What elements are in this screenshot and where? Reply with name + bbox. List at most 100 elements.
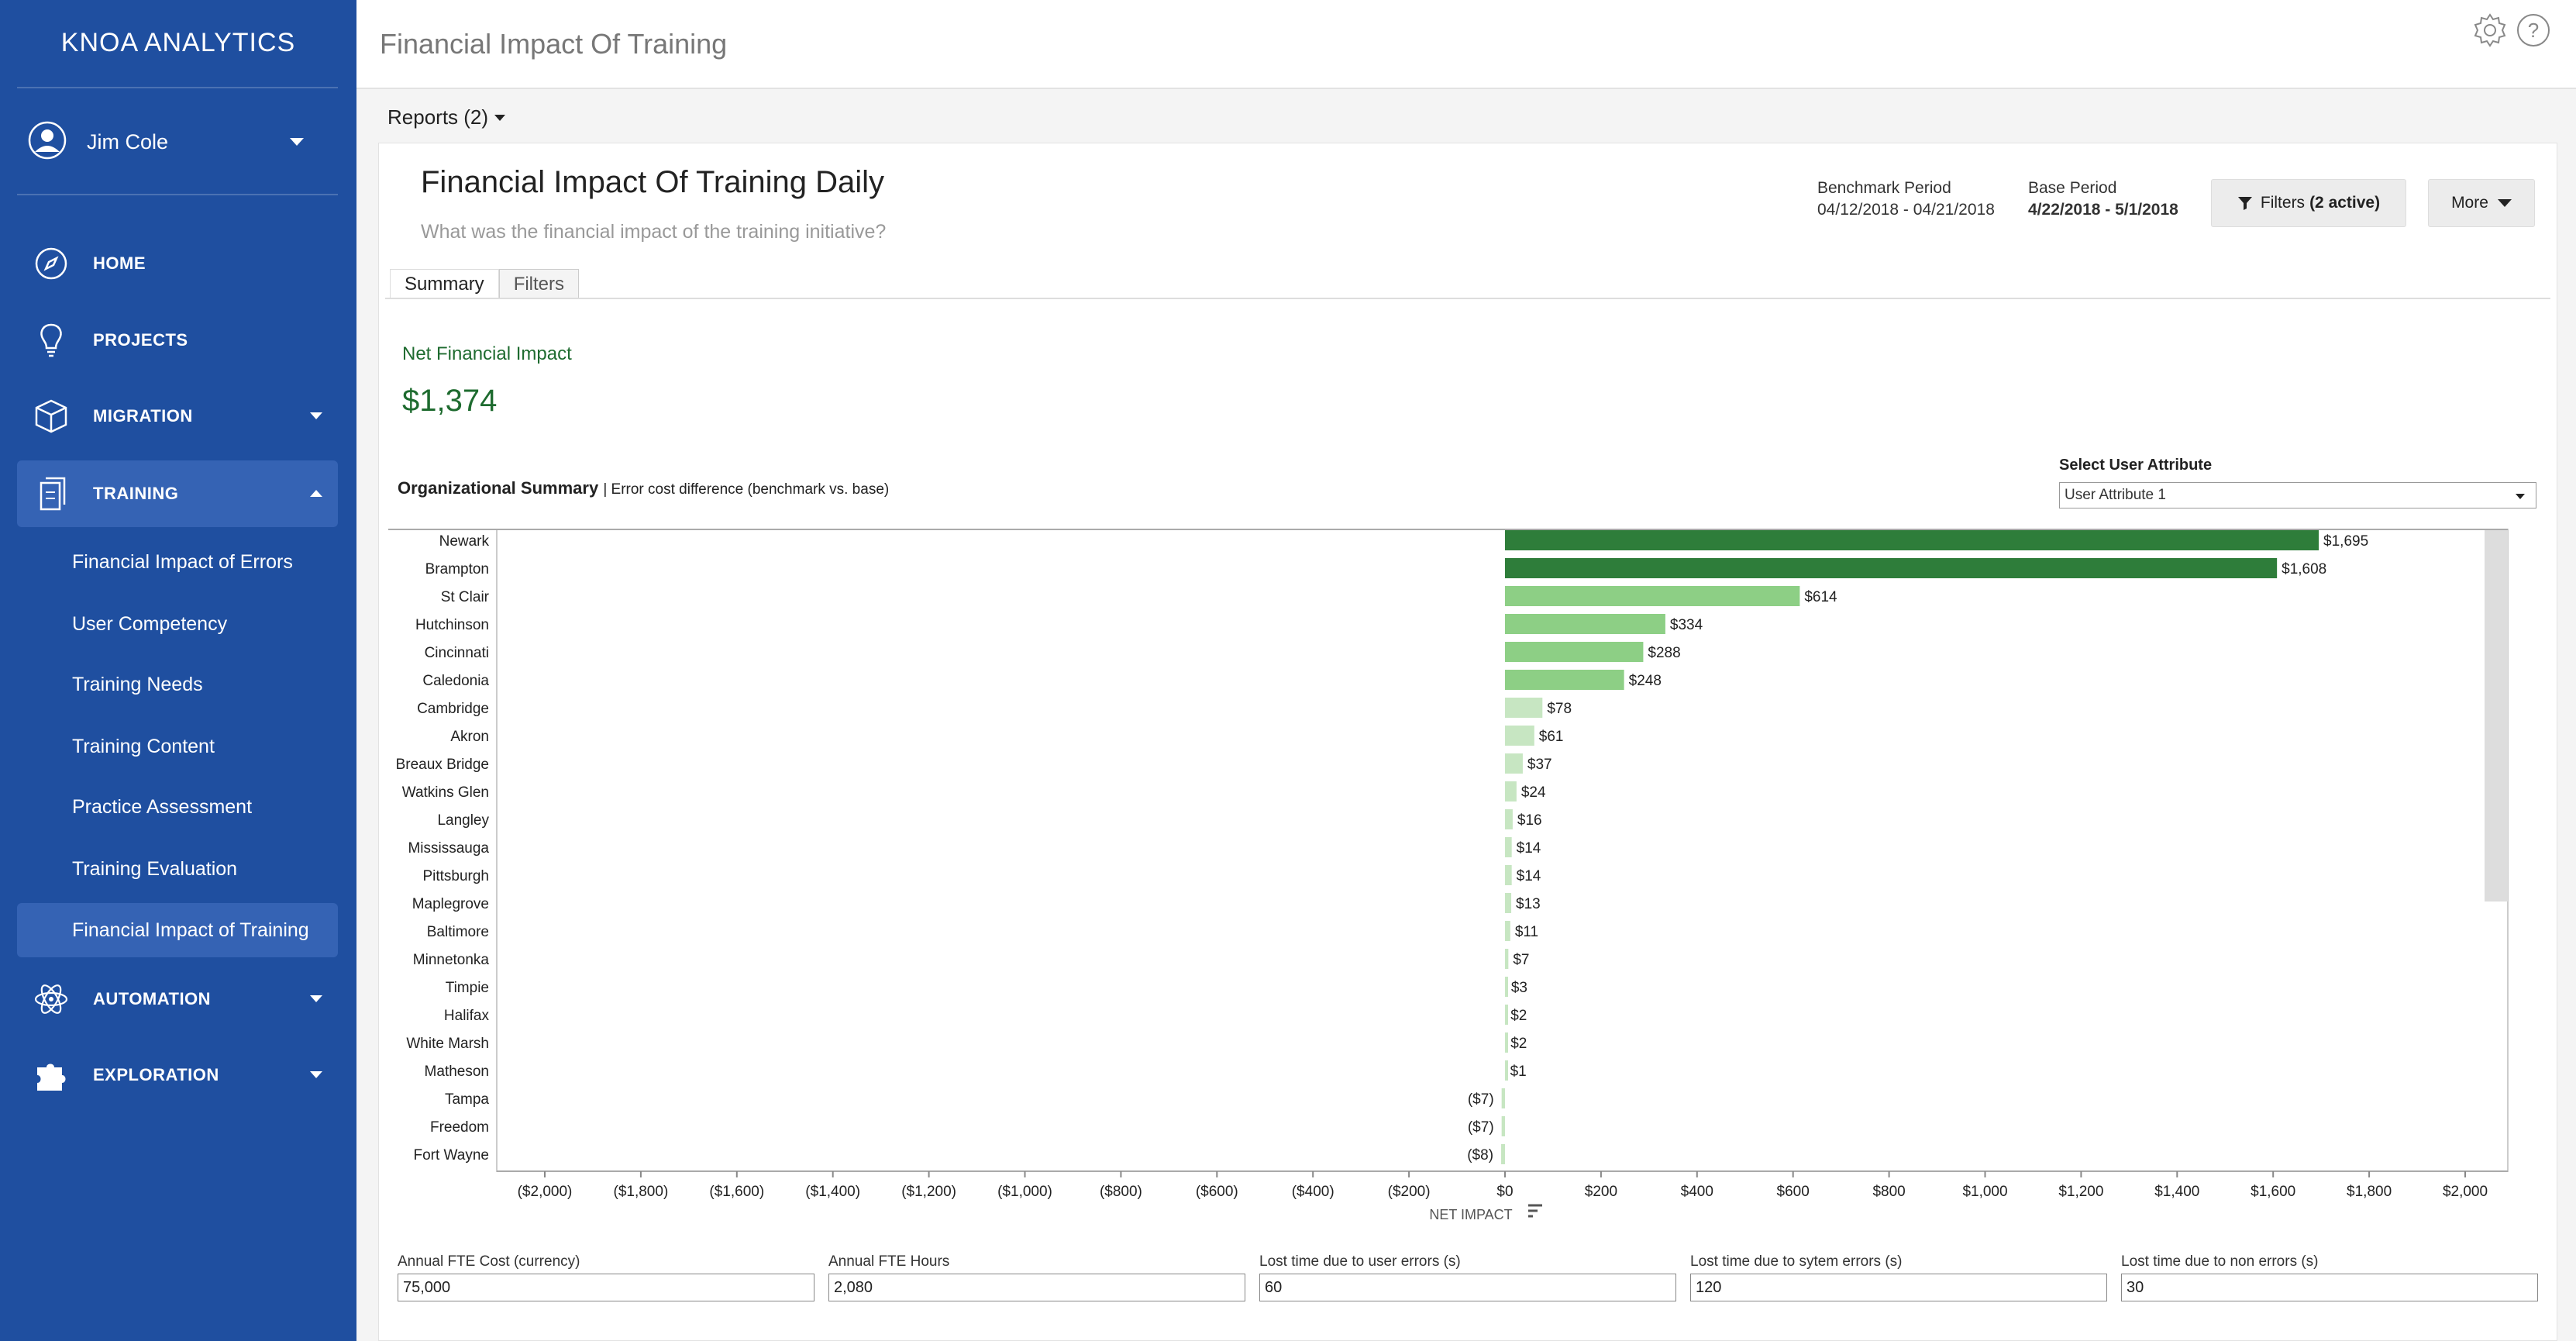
select-user-attribute-label: Select User Attribute: [2059, 457, 2213, 474]
bar: [1505, 865, 1512, 885]
category-label: Akron: [450, 729, 489, 745]
category-label: Halifax: [444, 1008, 490, 1024]
bar: [1505, 1005, 1508, 1025]
x-tick-label: $400: [1681, 1184, 1713, 1200]
x-tick-label: $1,200: [2058, 1184, 2103, 1200]
x-tick-label: $1,800: [2347, 1184, 2392, 1200]
gear-icon[interactable]: [2472, 12, 2508, 48]
category-label: Cincinnati: [425, 645, 489, 661]
category-label: Baltimore: [427, 924, 489, 940]
nav-migration[interactable]: MIGRATION: [17, 383, 338, 450]
org-summary-description: | Error cost difference (benchmark vs. b…: [603, 481, 890, 498]
puzzle-icon: [31, 1055, 71, 1095]
more-button[interactable]: More: [2428, 179, 2535, 227]
category-label: White Marsh: [406, 1036, 489, 1052]
data-label: $13: [1516, 896, 1541, 912]
net-financial-impact-value: $1,374: [402, 384, 498, 418]
data-label: $334: [1670, 617, 1703, 633]
sidebar-item-financial-impact-of-training[interactable]: Financial Impact of Training: [17, 903, 338, 957]
nav-exploration[interactable]: EXPLORATION: [17, 1042, 338, 1108]
data-label: $614: [1804, 589, 1837, 605]
user-avatar-icon: [28, 121, 67, 164]
data-label: $7: [1513, 952, 1529, 968]
data-label: $61: [1539, 729, 1564, 745]
nav-label: HOME: [93, 253, 146, 273]
category-label: Maplegrove: [412, 896, 489, 912]
sidebar-item-training-evaluation[interactable]: Training Evaluation: [72, 857, 238, 880]
category-label: Freedom: [430, 1119, 489, 1136]
field-label: Lost time due to user errors (s): [1259, 1253, 1461, 1270]
sidebar-item-training-needs[interactable]: Training Needs: [72, 673, 203, 695]
nav-label: EXPLORATION: [93, 1065, 219, 1084]
bar: [1505, 893, 1512, 913]
tab-summary[interactable]: Summary: [390, 269, 499, 298]
field-label: Annual FTE Hours: [828, 1253, 950, 1270]
tab-filters[interactable]: Filters: [498, 269, 580, 298]
data-label: $1,695: [2323, 533, 2368, 550]
bar: [1505, 614, 1665, 634]
bar: [1505, 558, 2278, 578]
user-attribute-select[interactable]: User Attribute 1: [2059, 482, 2536, 508]
sidebar-item-user-competency[interactable]: User Competency: [72, 612, 228, 635]
bar: [1501, 1116, 1505, 1136]
non-errors-input[interactable]: 30: [2121, 1274, 2538, 1301]
category-label: Fort Wayne: [414, 1147, 490, 1163]
x-tick-label: $800: [1872, 1184, 1905, 1200]
org-summary-chart: Newark $1,695 Brampton $1,608 St Clair $614 Hu…: [388, 529, 2509, 1222]
benchmark-period-label: Benchmark Period: [1817, 179, 1951, 197]
more-label: More: [2451, 194, 2488, 212]
sidebar-item-financial-impact-of-errors[interactable]: Financial Impact of Errors: [72, 550, 293, 573]
sidebar-item-practice-assessment[interactable]: Practice Assessment: [72, 795, 253, 818]
bar: [1505, 809, 1513, 829]
category-label: Hutchinson: [415, 617, 489, 633]
system-errors-input[interactable]: 120: [1690, 1274, 2107, 1301]
x-tick-label: ($1,800): [614, 1184, 669, 1200]
compass-icon: [31, 243, 71, 284]
nav-automation[interactable]: AUTOMATION: [17, 966, 338, 1032]
data-label: ($7): [1468, 1119, 1494, 1136]
data-label: $11: [1515, 924, 1538, 940]
data-label: $78: [1547, 701, 1572, 717]
user-errors-input[interactable]: 60: [1259, 1274, 1676, 1301]
reports-dropdown[interactable]: Reports (2): [387, 105, 506, 129]
category-label: Matheson: [425, 1063, 489, 1080]
x-axis-title: NET IMPACT: [1429, 1207, 1512, 1222]
brand-logo: KNOA ANALYTICS: [60, 28, 296, 57]
chevron-down-icon: [310, 995, 322, 1002]
sidebar: KNOA ANALYTICS Jim Cole HOME PROJECTS MI…: [0, 0, 356, 1341]
filter-icon: [2237, 197, 2252, 210]
user-menu[interactable]: Jim Cole: [28, 115, 330, 169]
field-annual-fte-hours: Annual FTE Hours 2,080: [828, 1253, 1245, 1301]
nav-projects[interactable]: PROJECTS: [17, 307, 338, 374]
x-tick-label: ($200): [1388, 1184, 1431, 1200]
field-system-errors: Lost time due to sytem errors (s) 120: [1690, 1253, 2107, 1301]
data-label: $14: [1517, 868, 1541, 884]
bar: [1505, 1032, 1508, 1053]
annual-fte-cost-input[interactable]: 75,000: [398, 1274, 814, 1301]
bar: [1505, 781, 1517, 801]
category-label: Caledonia: [422, 673, 489, 689]
x-tick-label: ($400): [1292, 1184, 1334, 1200]
data-label: $16: [1517, 812, 1542, 829]
help-icon[interactable]: ?: [2516, 12, 2551, 48]
nav-label: TRAINING: [93, 484, 179, 503]
category-label: St Clair: [441, 589, 490, 605]
sidebar-divider: [17, 194, 338, 195]
chevron-up-icon: [310, 490, 322, 497]
x-tick-label: $1,400: [2154, 1184, 2199, 1200]
sidebar-item-training-content[interactable]: Training Content: [72, 735, 215, 757]
x-tick-label: $1,600: [2251, 1184, 2295, 1200]
bar: [1505, 670, 1624, 690]
report-tabs: Summary Filters: [390, 269, 580, 298]
category-label: Mississauga: [408, 840, 489, 857]
bar: [1501, 1144, 1505, 1164]
category-label: Tampa: [445, 1091, 489, 1108]
chevron-down-icon[interactable]: [290, 138, 304, 146]
filters-button[interactable]: Filters (2 active): [2211, 179, 2406, 227]
annual-fte-hours-input[interactable]: 2,080: [828, 1274, 1245, 1301]
report-card: Financial Impact Of Training Daily What …: [378, 143, 2557, 1341]
bar: [1505, 949, 1509, 969]
chevron-down-icon: [310, 1071, 322, 1078]
nav-training[interactable]: TRAINING: [17, 460, 338, 527]
nav-home[interactable]: HOME: [17, 230, 338, 297]
